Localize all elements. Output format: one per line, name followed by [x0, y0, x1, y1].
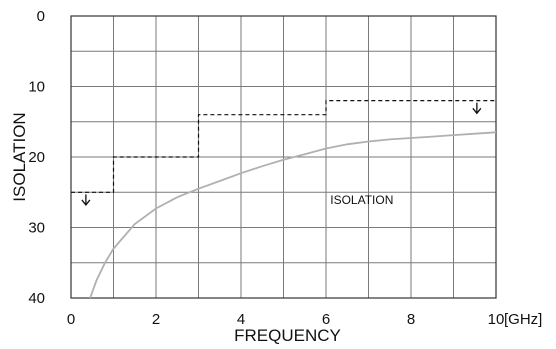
y-axis-title: ISOLATION	[10, 112, 29, 201]
isolation-curve	[89, 131, 497, 299]
x-unit-label: [GHz]	[504, 311, 542, 328]
y-tick-label: 30	[28, 220, 45, 237]
y-tick-labels: 0 10 20 30 40	[28, 8, 45, 307]
x-tick-label: 0	[67, 311, 75, 328]
plot-frame	[70, 15, 497, 299]
y-tick-label: 10	[28, 79, 45, 96]
x-tick-labels: 0 2 4 6 8 10	[67, 311, 505, 328]
x-tick-label: 2	[152, 311, 160, 328]
x-tick-label: 10	[488, 311, 505, 328]
chart-grid	[70, 15, 497, 299]
spec-arrow-head	[472, 107, 482, 115]
x-tick-label: 4	[237, 311, 245, 328]
y-tick-label: 0	[37, 8, 45, 25]
x-axis-title: FREQUENCY	[234, 326, 341, 345]
y-tick-label: 20	[28, 149, 45, 166]
x-tick-label: 6	[322, 311, 330, 328]
y-tick-label: 40	[28, 290, 45, 307]
spec-arrow-head	[81, 199, 91, 206]
chart-series	[71, 99, 497, 299]
isolation-curve-label: ISOLATION	[330, 193, 393, 207]
spec-arrows	[81, 102, 482, 206]
spec-limit-line	[71, 99, 496, 193]
x-tick-label: 8	[407, 311, 415, 328]
